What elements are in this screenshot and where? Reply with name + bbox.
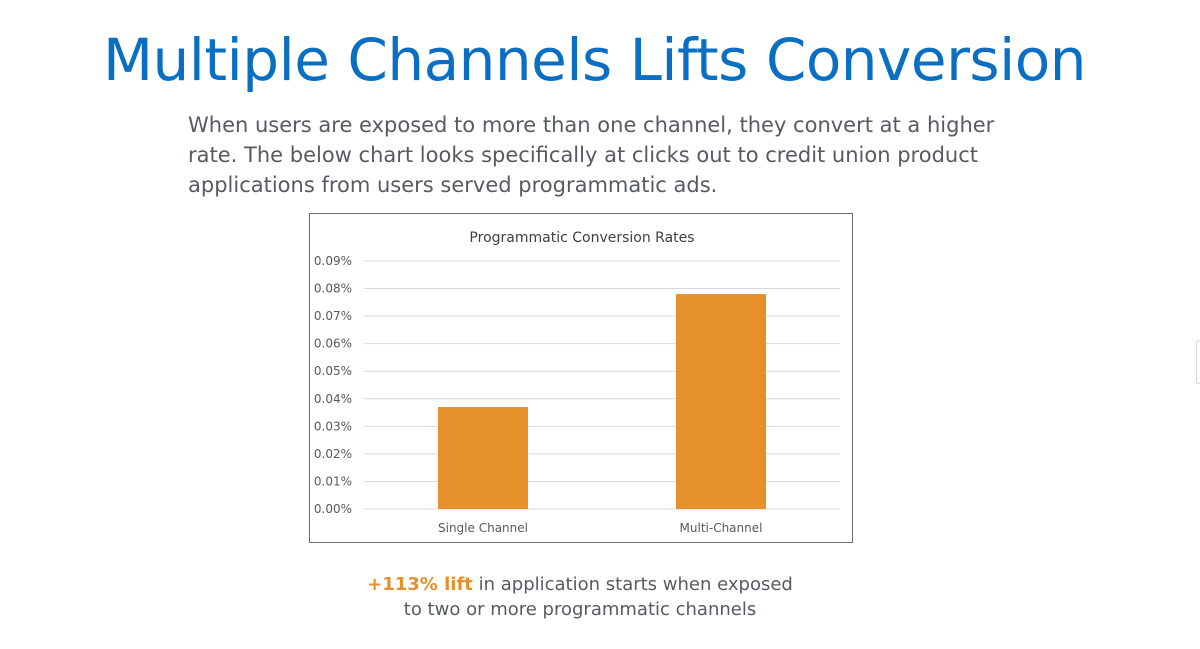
y-tick-label: 0.05% — [314, 364, 352, 378]
y-tick-label: 0.00% — [314, 502, 352, 516]
lift-callout: +113% lift in application starts when ex… — [330, 572, 830, 622]
lift-highlight: +113% lift — [367, 574, 473, 595]
scroll-edge-handle — [1196, 340, 1200, 384]
y-tick-label: 0.08% — [314, 282, 352, 296]
y-tick-label: 0.04% — [314, 392, 352, 406]
y-tick-label: 0.02% — [314, 447, 352, 461]
bar-single-channel — [438, 407, 528, 509]
bar-chart: Programmatic Conversion Rates 0.00% 0.01%… — [314, 230, 840, 535]
chart-container: Programmatic Conversion Rates 0.00% 0.01%… — [309, 213, 853, 543]
lift-callout-line-1: +113% lift in application starts when ex… — [330, 572, 830, 597]
lift-callout-line-2: to two or more programmatic channels — [403, 599, 757, 620]
y-tick-label: 0.03% — [314, 419, 352, 433]
bar-multi-channel — [676, 294, 766, 509]
y-tick-label: 0.07% — [314, 309, 352, 323]
x-category-label: Single Channel — [438, 521, 528, 535]
y-tick-label: 0.06% — [314, 337, 352, 351]
x-category-label: Multi-Channel — [680, 521, 763, 535]
intro-paragraph: When users are exposed to more than one … — [188, 113, 995, 197]
page-title: Multiple Channels Lifts Conversion — [103, 26, 1087, 94]
chart-title: Programmatic Conversion Rates — [469, 230, 694, 246]
y-tick-label: 0.01% — [314, 474, 352, 488]
lift-callout-text: in application starts when exposed — [472, 574, 793, 595]
y-tick-label: 0.09% — [314, 254, 352, 268]
